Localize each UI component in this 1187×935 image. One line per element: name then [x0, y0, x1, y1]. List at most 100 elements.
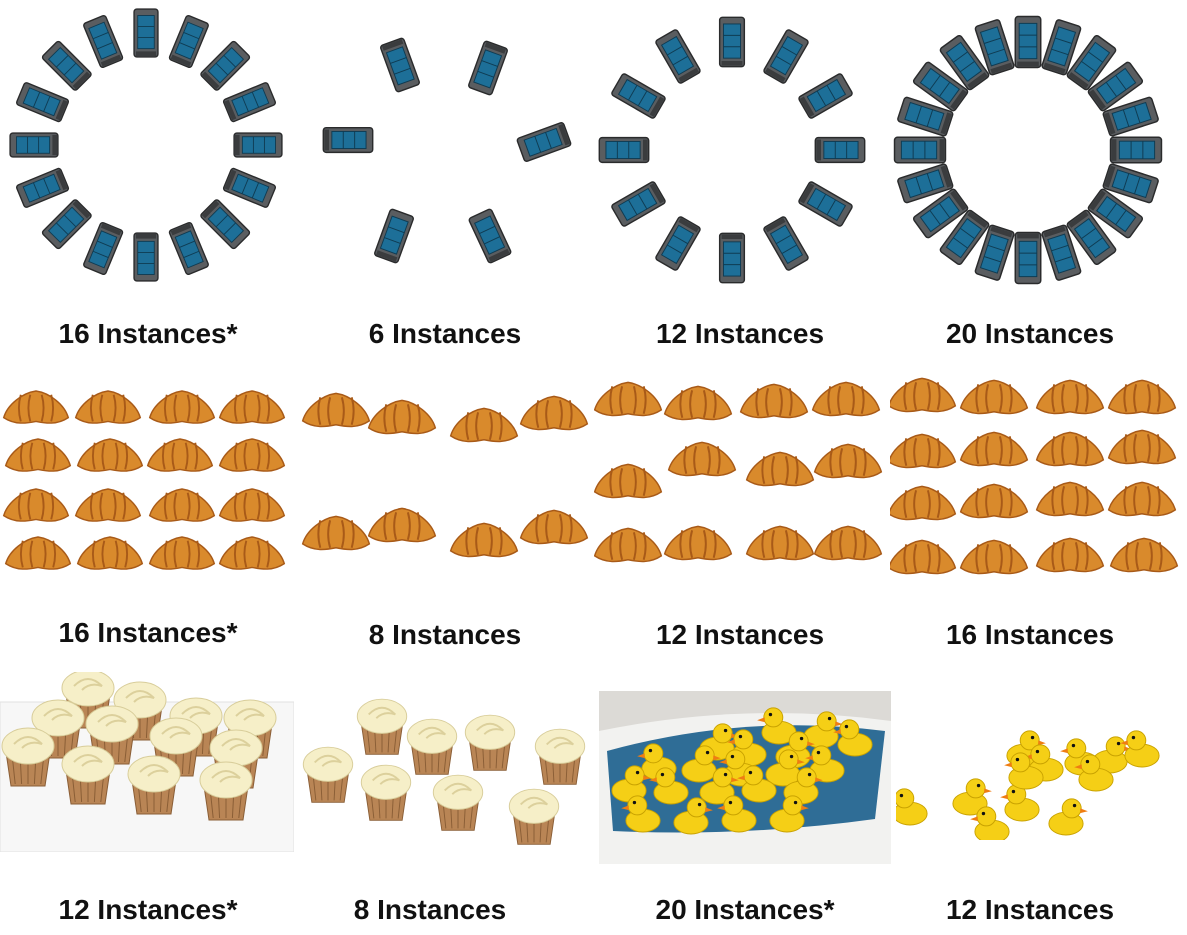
rubber-duck-icon — [1000, 784, 1040, 822]
trucks-ring-image — [598, 16, 866, 284]
toy-truck-icon — [798, 181, 853, 227]
toy-truck-icon — [380, 37, 420, 93]
caption-cupcakes-8: 8 Instances — [353, 894, 507, 925]
croissant-icon — [146, 438, 214, 472]
croissant-icon — [594, 381, 663, 417]
rubber-duck-icon — [649, 767, 689, 805]
croissant-icon — [745, 451, 815, 487]
croissant-icon — [959, 431, 1029, 467]
caption-trucks-20: 20 Instances — [945, 318, 1115, 349]
croissant-icon — [959, 539, 1029, 575]
toy-truck-icon — [893, 136, 947, 164]
toy-truck-icon — [974, 224, 1015, 281]
trucks-ring-image — [893, 15, 1163, 285]
croissant-icon — [811, 381, 881, 417]
panel-croissants-16 — [0, 368, 295, 592]
cupcake-icon — [508, 788, 560, 845]
rubber-duck-icon — [970, 806, 1010, 840]
panel-trucks-20 — [888, 0, 1178, 300]
toy-truck-icon — [897, 163, 954, 204]
rubber-duck-icon — [833, 719, 873, 757]
ducks-bathtub-image — [599, 691, 891, 864]
croissants-grid-image — [301, 392, 589, 558]
cupcake-icon — [464, 714, 516, 771]
rubber-duck-icon — [1120, 730, 1160, 768]
croissant-icon — [301, 392, 371, 428]
croissant-icon — [1109, 537, 1179, 573]
croissant-icon — [74, 390, 142, 424]
croissant-icon — [813, 525, 883, 561]
rubber-duck-icon — [699, 767, 739, 805]
toy-truck-icon — [611, 73, 666, 119]
toy-truck-icon — [798, 73, 853, 119]
rubber-duck-icon — [803, 711, 843, 749]
croissant-icon — [739, 383, 809, 419]
croissant-icon — [76, 438, 144, 472]
toy-truck-icon — [912, 61, 969, 112]
caption-cupcakes-12: 12 Instances* — [58, 894, 238, 925]
cupcake-icon — [1, 727, 55, 787]
panel-trucks-12 — [594, 0, 884, 300]
panel-croissants-16b — [890, 368, 1182, 592]
toy-truck-icon — [655, 29, 701, 84]
toy-truck-icon — [9, 132, 59, 158]
rubber-duck-icon — [769, 795, 809, 833]
croissant-icon — [663, 385, 733, 421]
caption-croissants-16: 16 Instances* — [58, 617, 238, 648]
trucks-ring-image — [9, 8, 283, 282]
croissant-icon — [519, 509, 589, 545]
croissant-icon — [2, 488, 70, 522]
croissant-icon — [667, 441, 737, 477]
caption-ducks-12: 12 Instances — [945, 894, 1115, 925]
toy-truck-icon — [974, 19, 1015, 76]
panel-cupcakes-12 — [0, 672, 294, 852]
croissant-icon — [959, 483, 1029, 519]
croissant-icon — [1035, 481, 1105, 517]
toy-truck-icon — [83, 221, 124, 275]
toy-truck-icon — [912, 188, 969, 239]
toy-truck-icon — [222, 167, 276, 208]
toy-truck-icon — [168, 221, 209, 275]
croissant-icon — [594, 527, 663, 563]
croissant-icon — [1035, 431, 1105, 467]
croissant-icon — [890, 433, 957, 469]
croissant-icon — [301, 515, 371, 551]
croissant-icon — [594, 463, 663, 499]
croissant-icon — [519, 395, 589, 431]
croissant-icon — [218, 390, 286, 424]
caption-ducks-20: 20 Instances* — [655, 894, 835, 925]
caption-croissants-8: 8 Instances — [368, 619, 522, 650]
cupcake-icon — [356, 698, 408, 755]
caption-trucks-6: 6 Instances — [368, 318, 522, 349]
rubber-duck-icon — [621, 795, 661, 833]
croissant-icon — [76, 536, 144, 570]
ducks-scatter-image — [896, 730, 1160, 840]
croissant-icon — [148, 390, 216, 424]
toy-truck-icon — [133, 232, 159, 282]
toy-truck-icon — [718, 232, 746, 284]
toy-truck-icon — [718, 16, 746, 68]
toy-truck-icon — [200, 199, 251, 250]
croissant-icon — [449, 522, 519, 558]
toy-truck-icon — [83, 15, 124, 69]
croissant-icon — [813, 443, 883, 479]
panel-trucks-6 — [300, 0, 590, 300]
toy-truck-icon — [1109, 136, 1163, 164]
toy-truck-icon — [763, 216, 809, 271]
croissant-icon — [367, 507, 437, 543]
trucks-ring-image — [322, 37, 572, 264]
cupcake-icon — [360, 764, 412, 821]
croissant-icon — [4, 536, 72, 570]
toy-truck-icon — [897, 96, 954, 137]
croissants-grid-image — [594, 381, 883, 563]
toy-truck-icon — [133, 8, 159, 58]
toy-truck-icon — [1014, 15, 1042, 69]
caption-trucks-12: 12 Instances — [655, 318, 825, 349]
toy-truck-icon — [598, 136, 650, 164]
croissant-icon — [890, 539, 957, 575]
cupcake-icon — [127, 755, 181, 815]
caption-croissants-16b: 16 Instances — [945, 619, 1115, 650]
toy-truck-icon — [374, 208, 414, 264]
toy-truck-icon — [939, 34, 990, 91]
panel-croissants-12 — [594, 368, 886, 592]
